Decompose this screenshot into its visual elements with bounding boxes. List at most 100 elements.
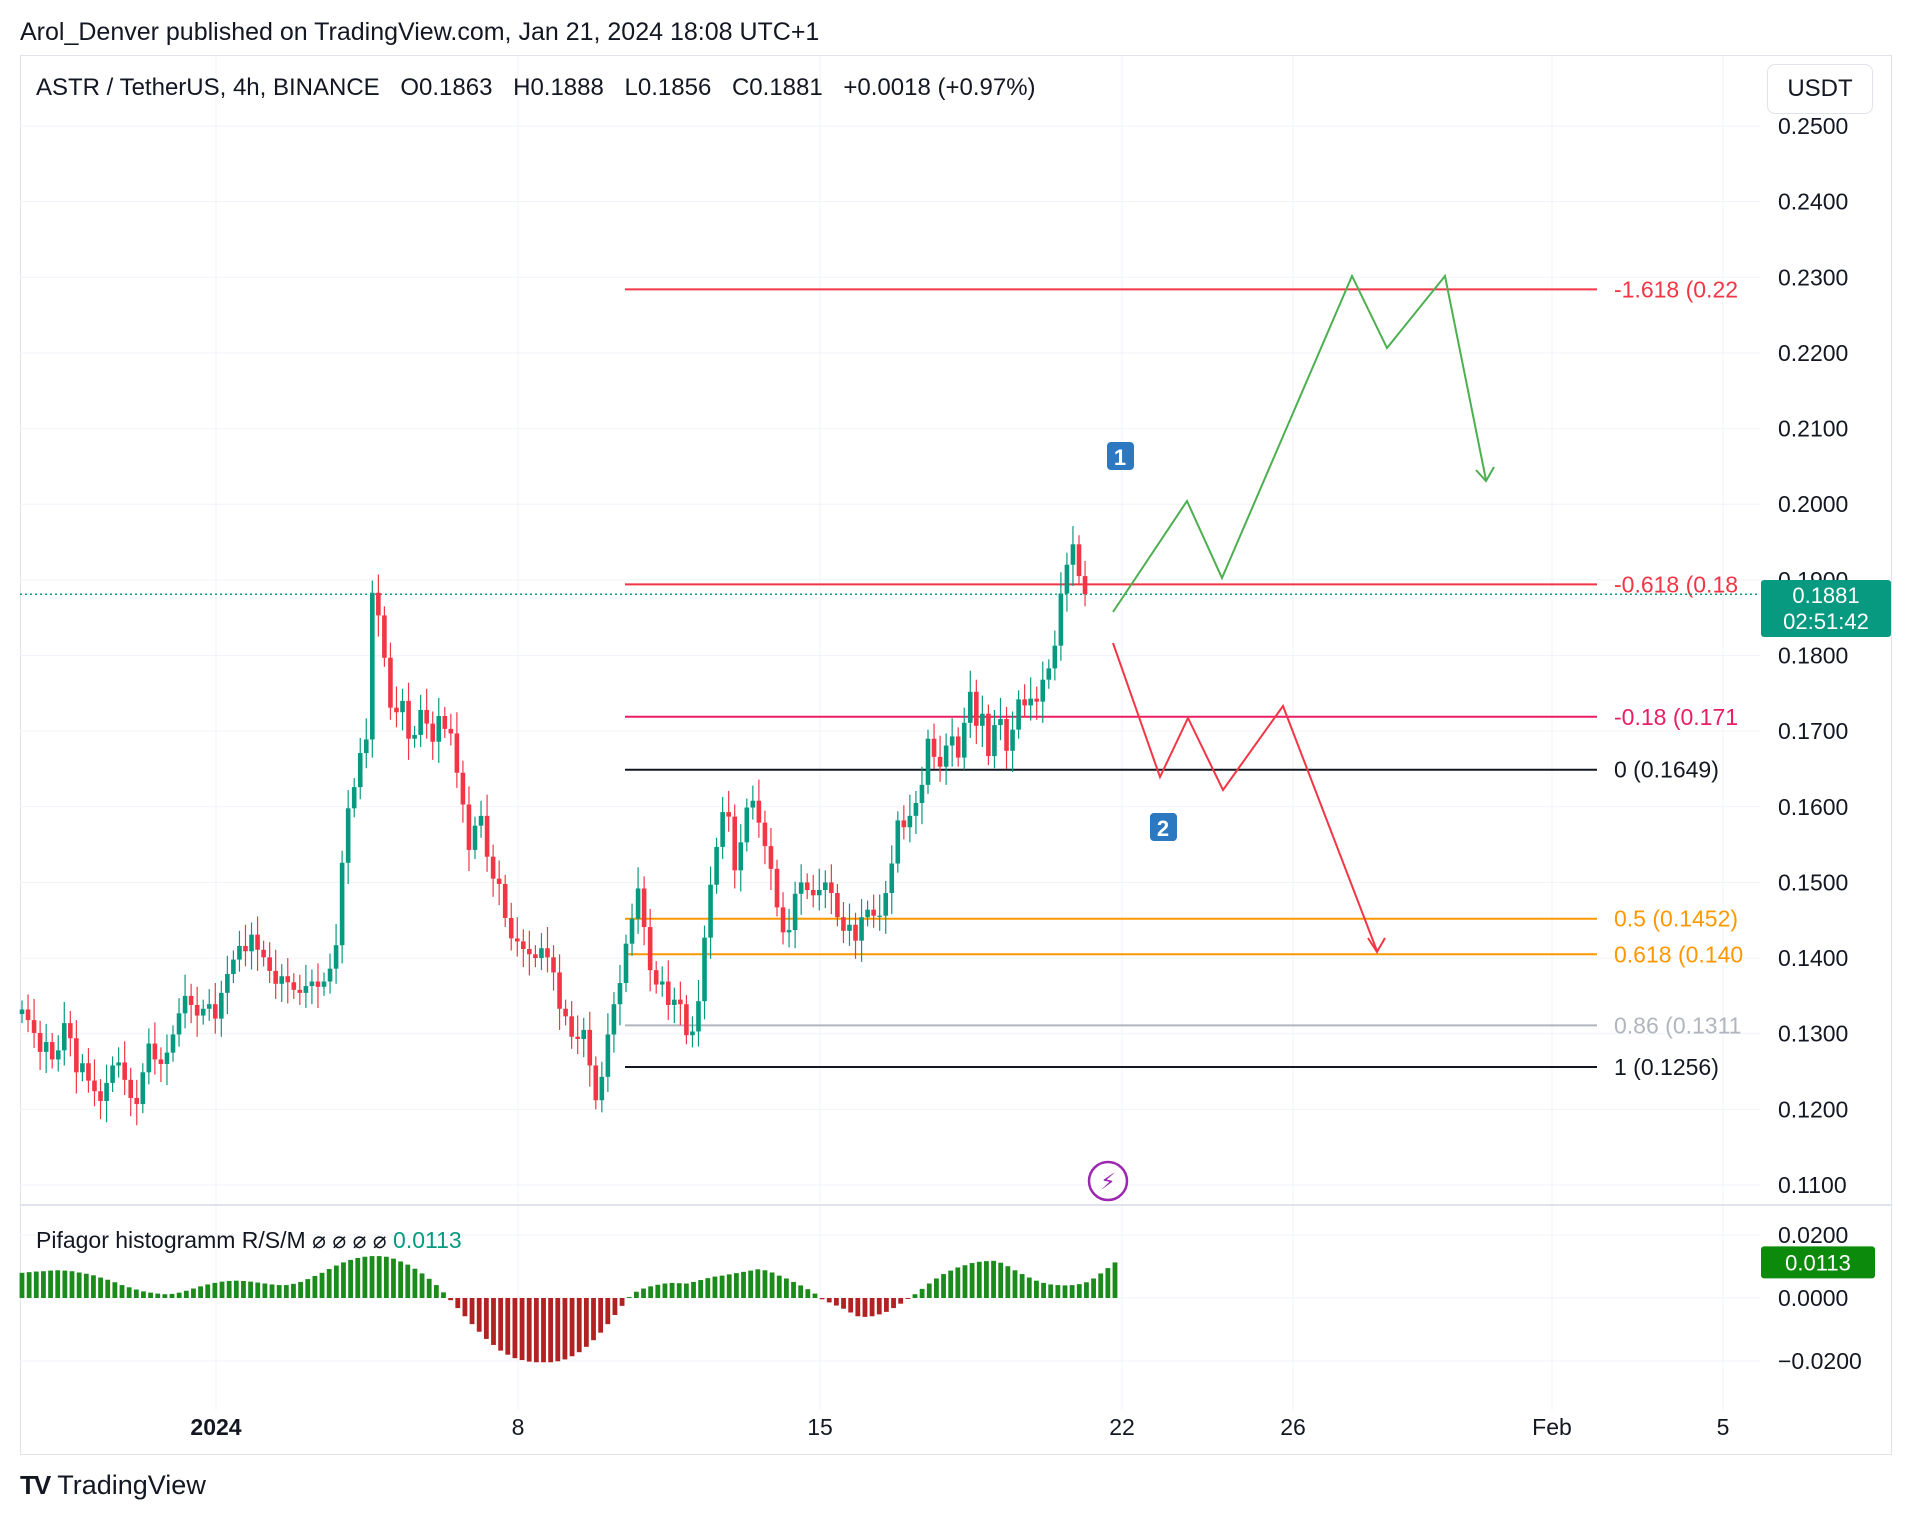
histogram-bar [155, 1293, 161, 1298]
candle-body [1082, 576, 1088, 595]
chart-frame [20, 55, 1892, 1455]
candle-body [1010, 729, 1015, 751]
candle-body [925, 738, 931, 785]
scenario-1-label: 1 [1114, 445, 1126, 470]
candle-body [460, 772, 466, 805]
candle-body [351, 787, 357, 809]
candle-body [472, 825, 478, 850]
candle-body [496, 878, 502, 884]
histogram-bar [848, 1298, 854, 1313]
histogram-bar [276, 1285, 282, 1298]
candle-body [569, 1016, 574, 1037]
histogram-bar [998, 1262, 1004, 1298]
histogram-bar [348, 1259, 354, 1298]
candle-body [557, 972, 562, 1009]
histogram-bar [169, 1293, 175, 1298]
candle-body [835, 893, 840, 918]
histogram-bar [869, 1298, 875, 1317]
histogram-bar [219, 1281, 225, 1298]
candle-body [345, 808, 351, 863]
candle-body [484, 815, 490, 857]
candle-body [152, 1043, 158, 1060]
histogram-bar [233, 1280, 239, 1298]
histogram-bar [498, 1298, 504, 1351]
candle-body [762, 822, 768, 847]
indicator-badge [1761, 1246, 1875, 1279]
histogram-bar [798, 1285, 804, 1298]
histogram-bar [105, 1279, 111, 1298]
candle-body [780, 907, 786, 933]
histogram-bar [633, 1291, 639, 1298]
histogram-bar [662, 1283, 668, 1298]
candle-body [551, 957, 556, 973]
candle-body [200, 1008, 206, 1016]
histogram-bar [391, 1258, 396, 1298]
histogram-bar [33, 1271, 39, 1298]
candle-body [273, 970, 278, 984]
candle-body [816, 889, 822, 896]
histogram-bar [119, 1285, 125, 1298]
histogram-bar [76, 1272, 82, 1298]
candle-body [527, 948, 532, 955]
histogram-bar [1005, 1266, 1011, 1298]
candle-body [756, 800, 762, 823]
candle-body [490, 856, 496, 879]
histogram-bar [819, 1298, 825, 1300]
ohlc-close: C0.1881 [731, 74, 823, 101]
candle-body [521, 941, 526, 949]
histogram-bar [562, 1298, 568, 1360]
histogram-bar [355, 1257, 361, 1298]
candle-body [279, 976, 285, 984]
candle-body [297, 989, 303, 993]
y-tick-label: 0.1300 [1778, 1021, 1848, 1047]
histogram-bar [419, 1273, 425, 1298]
histogram-bar [533, 1298, 539, 1363]
footer-brand[interactable]: TV TradingView [20, 1470, 206, 1501]
candle-body [424, 709, 429, 724]
candle-body [575, 1036, 580, 1040]
histogram-bar [876, 1298, 882, 1315]
histogram-bar [133, 1289, 139, 1298]
candle-body [261, 949, 266, 958]
histogram-bar [476, 1298, 482, 1332]
histogram-bar [412, 1268, 418, 1298]
currency-button[interactable]: USDT [1767, 64, 1873, 114]
histogram-bar [483, 1298, 489, 1339]
histogram-bar [291, 1283, 296, 1298]
candle-body [182, 995, 188, 1014]
candle-body [418, 709, 423, 735]
histogram-bar [791, 1281, 796, 1298]
candle-body [394, 707, 399, 713]
histogram-bar [705, 1278, 711, 1298]
histogram-bar [62, 1270, 68, 1298]
candle-body [110, 1065, 115, 1083]
y-tick-label: 0.2500 [1778, 113, 1848, 139]
candle-body [653, 970, 659, 985]
candle-body [943, 745, 949, 767]
publisher-line: Arol_Denver published on TradingView.com… [20, 18, 820, 46]
y-tick-label: 0.1400 [1778, 945, 1848, 971]
bullish-arrow-head [1475, 466, 1495, 483]
scenario-2-marker [1150, 813, 1177, 841]
fib-level-label: -0.618 (0.18 [1614, 571, 1738, 597]
candle-body [792, 893, 798, 931]
candle-body [98, 1091, 103, 1102]
histogram-bar [248, 1281, 254, 1298]
histogram-bar [934, 1278, 939, 1298]
candle-body [55, 1050, 61, 1060]
candle-body [74, 1038, 79, 1073]
lightning-glyph: ⚡ [1100, 1170, 1115, 1195]
candle-body [255, 934, 260, 950]
candle-body [907, 815, 913, 828]
candle-body [61, 1023, 67, 1051]
candle-body [158, 1059, 164, 1064]
candle-body [931, 738, 937, 757]
candle-body [357, 753, 363, 788]
candle-body [617, 983, 623, 1005]
y-tick-label: 0.2400 [1778, 189, 1848, 215]
indicator-y-tick-label: 0.0200 [1778, 1222, 1848, 1248]
histogram-bar [919, 1288, 925, 1298]
candle-body [388, 657, 393, 708]
candle-body [871, 909, 876, 916]
